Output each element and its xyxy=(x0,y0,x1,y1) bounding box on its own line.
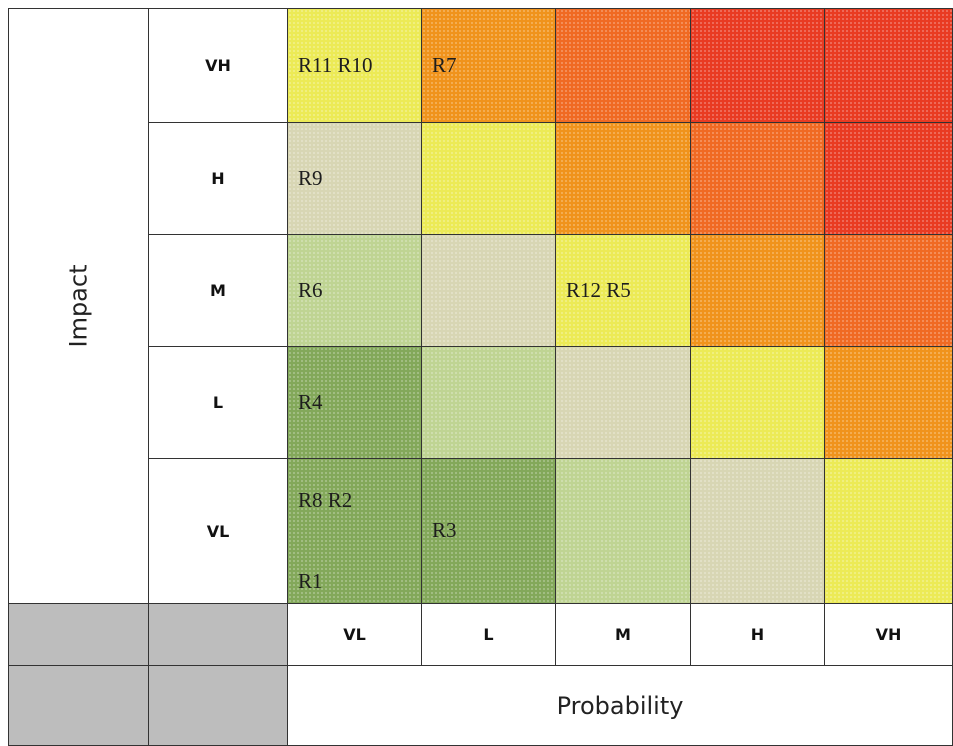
risk-label: R8 R2 xyxy=(298,488,353,512)
risk-cell-l-l xyxy=(422,347,556,459)
risk-cell-vh-vl: R11 R10 xyxy=(288,8,422,123)
probability-level-l: L xyxy=(422,604,556,666)
risk-label-group: R8 R2 R1 xyxy=(298,459,415,603)
risk-label: R3 xyxy=(432,518,457,543)
risk-label-group: R3 xyxy=(432,459,549,603)
risk-cell-l-m xyxy=(556,347,691,459)
risk-cell-h-m xyxy=(556,123,691,235)
risk-cell-vh-vh xyxy=(825,8,953,123)
risk-label-group: R6 xyxy=(298,235,415,346)
impact-axis-title: Impact xyxy=(8,8,149,604)
risk-cell-h-vl: R9 xyxy=(288,123,422,235)
risk-label: R1 xyxy=(298,568,323,593)
corner-block-4 xyxy=(149,666,288,746)
risk-label-group: R12 R5 xyxy=(566,235,684,346)
risk-cell-h-l xyxy=(422,123,556,235)
impact-level-vh: VH xyxy=(149,8,288,123)
probability-axis-label: Probability xyxy=(556,691,684,720)
probability-level-m: M xyxy=(556,604,691,666)
impact-level-h: H xyxy=(149,123,288,235)
risk-cell-vl-l: R3 xyxy=(422,459,556,604)
risk-label: R12 R5 xyxy=(566,277,631,302)
left-margin xyxy=(0,8,8,746)
risk-cell-m-h xyxy=(691,235,825,347)
risk-cell-vl-h xyxy=(691,459,825,604)
impact-level-m: M xyxy=(149,235,288,347)
probability-level-h: H xyxy=(691,604,825,666)
risk-cell-vl-m xyxy=(556,459,691,604)
risk-cell-m-vh xyxy=(825,235,953,347)
risk-cell-l-h xyxy=(691,347,825,459)
top-margin xyxy=(0,0,953,8)
corner-block-1 xyxy=(8,604,149,666)
risk-cell-h-vh xyxy=(825,123,953,235)
risk-cell-m-l xyxy=(422,235,556,347)
risk-cell-vl-vh xyxy=(825,459,953,604)
risk-cell-vh-h xyxy=(691,8,825,123)
risk-label: R4 xyxy=(298,389,323,414)
corner-block-2 xyxy=(149,604,288,666)
risk-label-group: R9 xyxy=(298,123,415,234)
risk-cell-h-h xyxy=(691,123,825,235)
risk-cell-l-vl: R4 xyxy=(288,347,422,459)
impact-level-vl: VL xyxy=(149,459,288,604)
risk-cell-m-m: R12 R5 xyxy=(556,235,691,347)
risk-cell-m-vl: R6 xyxy=(288,235,422,347)
probability-level-vh: VH xyxy=(825,604,953,666)
risk-cell-vh-m xyxy=(556,8,691,123)
risk-label: R6 xyxy=(298,277,323,302)
risk-label: R7 xyxy=(432,52,457,77)
impact-level-l: L xyxy=(149,347,288,459)
probability-axis-title: Probability xyxy=(288,666,953,746)
risk-label-group: R7 xyxy=(432,9,549,122)
risk-label-group: R4 xyxy=(298,347,415,458)
risk-label: R11 R10 xyxy=(298,52,373,77)
risk-label-group: R11 R10 xyxy=(298,9,415,122)
risk-cell-vl-vl: R8 R2 R1 xyxy=(288,459,422,604)
risk-cell-l-vh xyxy=(825,347,953,459)
risk-label: R9 xyxy=(298,165,323,190)
risk-cell-vh-l: R7 xyxy=(422,8,556,123)
impact-axis-label: Impact xyxy=(64,264,93,348)
probability-level-vl: VL xyxy=(288,604,422,666)
corner-block-3 xyxy=(8,666,149,746)
